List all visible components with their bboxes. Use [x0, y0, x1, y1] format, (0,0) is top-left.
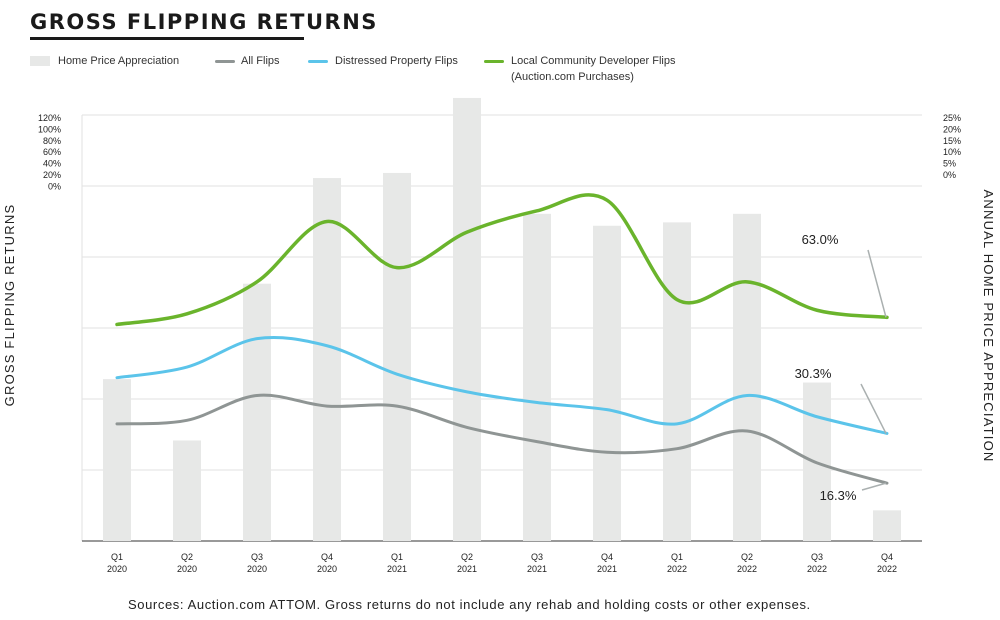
x-tick-label: 2021	[527, 564, 547, 574]
bar-home-price-appreciation	[313, 178, 341, 541]
y-tick-label: 0%	[48, 181, 61, 191]
x-tick-label: Q3	[251, 552, 263, 562]
x-tick-label: Q1	[111, 552, 123, 562]
y-tick-label: 80%	[43, 136, 61, 146]
x-tick-label: Q4	[601, 552, 613, 562]
y-tick-label: 100%	[38, 124, 61, 134]
bar-home-price-appreciation	[453, 97, 481, 542]
x-tick-label: Q3	[531, 552, 543, 562]
legend-item-all-flips: All Flips	[215, 55, 280, 67]
x-tick-label: Q2	[181, 552, 193, 562]
title-underline	[30, 37, 304, 40]
x-tick-label: 2020	[317, 564, 337, 574]
source-note: Sources: Auction.com ATTOM. Gross return…	[128, 597, 811, 612]
x-tick-label: 2020	[177, 564, 197, 574]
legend-label: Distressed Property Flips	[335, 55, 458, 67]
bar-home-price-appreciation	[103, 379, 131, 541]
y-axis-title: GROSS FLIPPING RETURNS	[2, 204, 17, 407]
legend-swatch-local-dev	[484, 60, 504, 63]
x-tick-label: 2022	[667, 564, 687, 574]
annotation-distressed: 30.3%	[795, 366, 832, 381]
x-tick-label: 2022	[877, 564, 897, 574]
bar-home-price-appreciation	[243, 283, 271, 541]
x-tick-label: 2022	[737, 564, 757, 574]
x-tick-label: 2022	[807, 564, 827, 574]
legend-swatch-distressed	[308, 60, 328, 63]
line-local-developer-flips	[115, 193, 889, 327]
line-distressed-flips	[115, 335, 889, 435]
x-tick-label: 2021	[457, 564, 477, 574]
legend-item-distressed: Distressed Property Flips	[308, 55, 458, 67]
x-tick-label: 2021	[387, 564, 407, 574]
legend-label: All Flips	[241, 55, 280, 67]
legend-swatch-all-flips	[215, 60, 235, 63]
y-tick-label: 120%	[38, 113, 61, 123]
y2-tick-label: 10%	[943, 147, 961, 157]
y2-tick-label: 5%	[943, 159, 956, 169]
x-tick-label: Q2	[461, 552, 473, 562]
bar-home-price-appreciation	[873, 510, 901, 541]
annotation-leader	[867, 249, 887, 318]
legend-label: Home Price Appreciation	[58, 55, 180, 67]
y2-tick-label: 15%	[943, 136, 961, 146]
x-tick-label: 2021	[597, 564, 617, 574]
bar-home-price-appreciation	[663, 222, 691, 542]
y-tick-label: 60%	[43, 147, 61, 157]
y2-tick-label: 25%	[943, 113, 961, 123]
legend-sublabel: (Auction.com Purchases)	[511, 71, 634, 83]
bar-home-price-appreciation	[593, 225, 621, 541]
legend-swatch-bars	[30, 56, 50, 66]
line-all-flips	[115, 393, 889, 485]
x-tick-label: Q4	[881, 552, 893, 562]
x-tick-label: Q1	[391, 552, 403, 562]
x-tick-label: Q4	[321, 552, 333, 562]
annotation-leader	[860, 383, 887, 434]
y2-tick-label: 0%	[943, 170, 956, 180]
bar-home-price-appreciation	[523, 213, 551, 541]
y2-axis-title: ANNUAL HOME PRICE APPRECIATION	[981, 190, 996, 463]
annotation-leader	[861, 482, 887, 491]
x-tick-label: 2020	[107, 564, 127, 574]
legend-item-home-price: Home Price Appreciation	[30, 55, 179, 67]
legend-label: Local Community Developer Flips	[511, 55, 676, 67]
legend-item-local-dev: Local Community Developer Flips (Auction…	[484, 55, 675, 83]
y-tick-label: 40%	[43, 159, 61, 169]
y2-tick-label: 20%	[943, 124, 961, 134]
bar-home-price-appreciation	[383, 172, 411, 541]
x-tick-label: Q1	[671, 552, 683, 562]
x-tick-label: Q3	[811, 552, 823, 562]
x-tick-label: 2020	[247, 564, 267, 574]
annotation-local-developer: 63.0%	[802, 232, 839, 247]
bar-home-price-appreciation	[173, 440, 201, 541]
annotation-all-flips: 16.3%	[820, 488, 857, 503]
y-tick-label: 20%	[43, 170, 61, 180]
chart-title: GROSS FLIPPING RETURNS	[30, 10, 378, 34]
bar-home-price-appreciation	[733, 213, 761, 541]
x-tick-label: Q2	[741, 552, 753, 562]
